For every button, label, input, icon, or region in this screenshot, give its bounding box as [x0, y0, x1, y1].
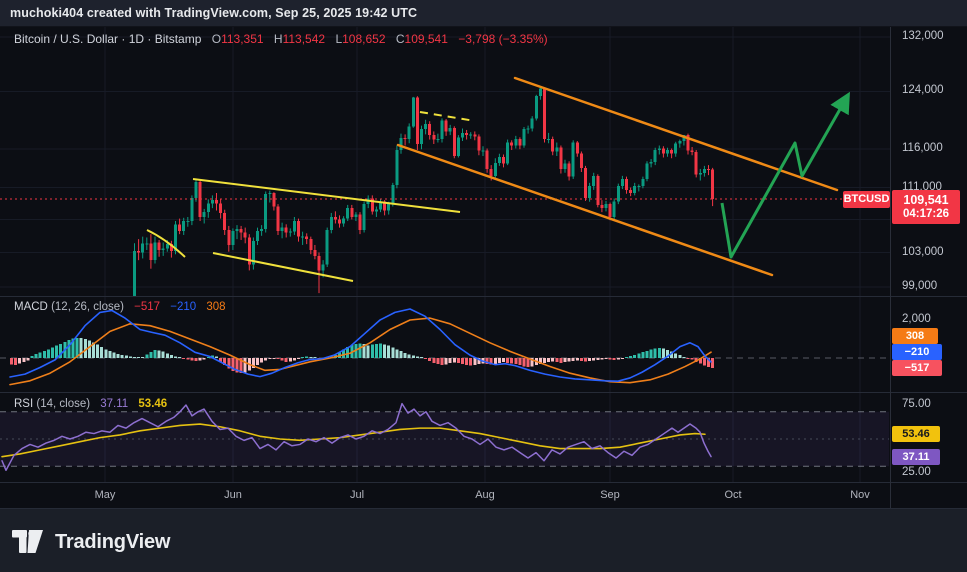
time-axis-label-sep: Sep: [600, 489, 620, 501]
tradingview-logo-icon: [12, 530, 43, 553]
macd-hist-badge-text: −517: [904, 362, 930, 374]
time-axis-label-jul: Jul: [349, 489, 365, 501]
rsi-badge: 37.11: [892, 448, 940, 465]
ohlc-low-value: 108,652: [342, 32, 386, 46]
macd-pane[interactable]: [0, 296, 890, 392]
rsi-params: (14, close): [36, 398, 91, 410]
ohlc-high-label: H: [273, 32, 283, 46]
ohlc-low-label: L: [335, 32, 343, 46]
price-axis-label: 103,000: [902, 245, 944, 258]
ohlc-open-value: 113,351: [221, 32, 264, 46]
rsi-legend[interactable]: RSI (14, close) 37.11 53.46: [14, 398, 167, 410]
price-scale-border: [890, 27, 891, 508]
macd-hist-value: −517: [134, 301, 161, 313]
symbol-flag-text: BTCUSD: [843, 193, 890, 206]
price-axis-label: 99,000: [902, 279, 938, 292]
ohlc-open-label: O: [211, 32, 222, 46]
ohlc-close-value: 109,541: [404, 32, 448, 46]
rsi-axis-label-75: 75.00: [902, 398, 931, 410]
rsi-ma-badge: 53.46: [892, 426, 940, 443]
price-pane[interactable]: [0, 27, 890, 296]
rsi-badge-text: 37.11: [902, 450, 930, 463]
macd-signal-badge-text: 308: [905, 330, 925, 342]
change-value: −3,798 (−3.35%): [458, 32, 548, 46]
macd-line-badge: −210: [892, 344, 942, 360]
macd-signal-value: 308: [206, 301, 226, 313]
price-axis-label: 132,000: [902, 29, 944, 42]
macd-legend[interactable]: MACD (12, 26, close) −517 −210 308: [14, 301, 226, 313]
ohlc-close-label: C: [395, 32, 405, 46]
time-axis-label-jun: Jun: [224, 489, 242, 501]
rsi-ma-badge-text: 53.46: [902, 428, 930, 441]
footer-bar: [0, 508, 967, 572]
attribution-bar: muchoki404 created with TradingView.com,…: [0, 0, 967, 27]
rsi-axis-label-25: 25.00: [902, 466, 931, 478]
ohlc-high-value: 113,542: [282, 32, 326, 46]
rsi-name[interactable]: RSI: [14, 398, 34, 410]
pane-separator: [0, 482, 967, 483]
price-axis-label: 116,000: [902, 142, 943, 155]
macd-line-value: −210: [170, 301, 197, 313]
macd-signal-badge: 308: [892, 328, 938, 344]
price-axis-label: 124,000: [902, 84, 944, 97]
rsi-ma-value: 53.46: [138, 398, 168, 410]
time-axis-label-oct: Oct: [724, 489, 742, 501]
macd-params: (12, 26, close): [51, 301, 124, 313]
rsi-value: 37.11: [100, 398, 129, 410]
pane-separator[interactable]: [0, 296, 967, 297]
macd-line-badge-text: −210: [904, 346, 930, 358]
symbol-title[interactable]: Bitcoin / U.S. Dollar · 1D · Bitstamp: [14, 32, 202, 46]
last-price-value: 109,541: [903, 192, 949, 207]
last-price-badge: 109,541 04:17:26: [892, 190, 960, 225]
attribution-text: muchoki404 created with TradingView.com,…: [10, 6, 418, 20]
price-axis-label: 111,000: [902, 180, 942, 193]
macd-hist-badge: −517: [892, 360, 942, 376]
symbol-legend[interactable]: Bitcoin / U.S. Dollar · 1D · Bitstamp O1…: [14, 32, 548, 46]
time-axis-label-may: May: [94, 489, 116, 501]
bar-countdown: 04:17:26: [902, 207, 950, 220]
tradingview-logo[interactable]: TradingView: [12, 530, 170, 554]
time-axis-label-nov: Nov: [850, 489, 870, 501]
pane-separator[interactable]: [0, 392, 967, 393]
tradingview-logo-text: TradingView: [55, 530, 171, 553]
time-scale[interactable]: May Jun Jul Aug Sep Oct Nov: [0, 482, 890, 508]
rsi-pane[interactable]: [0, 392, 890, 482]
macd-axis-label: 2,000: [902, 313, 931, 325]
symbol-flag-badge[interactable]: BTCUSD: [843, 190, 890, 208]
macd-name[interactable]: MACD: [14, 301, 48, 313]
time-axis-label-aug: Aug: [475, 489, 495, 501]
